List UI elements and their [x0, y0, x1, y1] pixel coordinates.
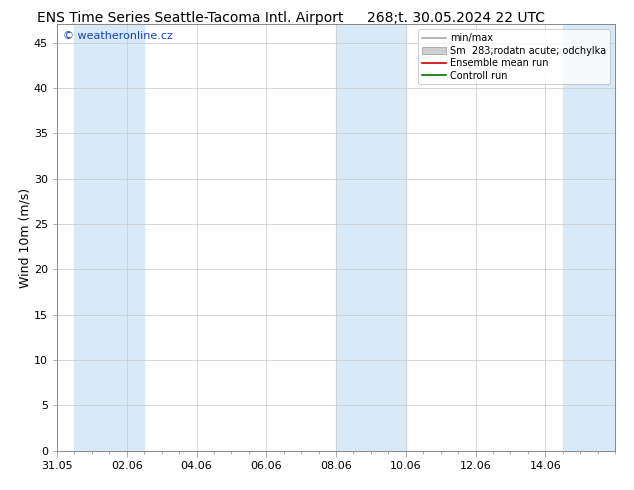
- Bar: [563, 24, 615, 451]
- Text: © weatheronline.cz: © weatheronline.cz: [63, 31, 172, 41]
- Legend: min/max, Sm  283;rodatn acute; odchylka, Ensemble mean run, Controll run: min/max, Sm 283;rodatn acute; odchylka, …: [418, 29, 610, 84]
- Bar: [336, 24, 406, 451]
- Bar: [75, 24, 145, 451]
- Text: 268;t. 30.05.2024 22 UTC: 268;t. 30.05.2024 22 UTC: [368, 11, 545, 25]
- Text: ENS Time Series Seattle-Tacoma Intl. Airport: ENS Time Series Seattle-Tacoma Intl. Air…: [37, 11, 344, 25]
- Y-axis label: Wind 10m (m/s): Wind 10m (m/s): [18, 188, 31, 288]
